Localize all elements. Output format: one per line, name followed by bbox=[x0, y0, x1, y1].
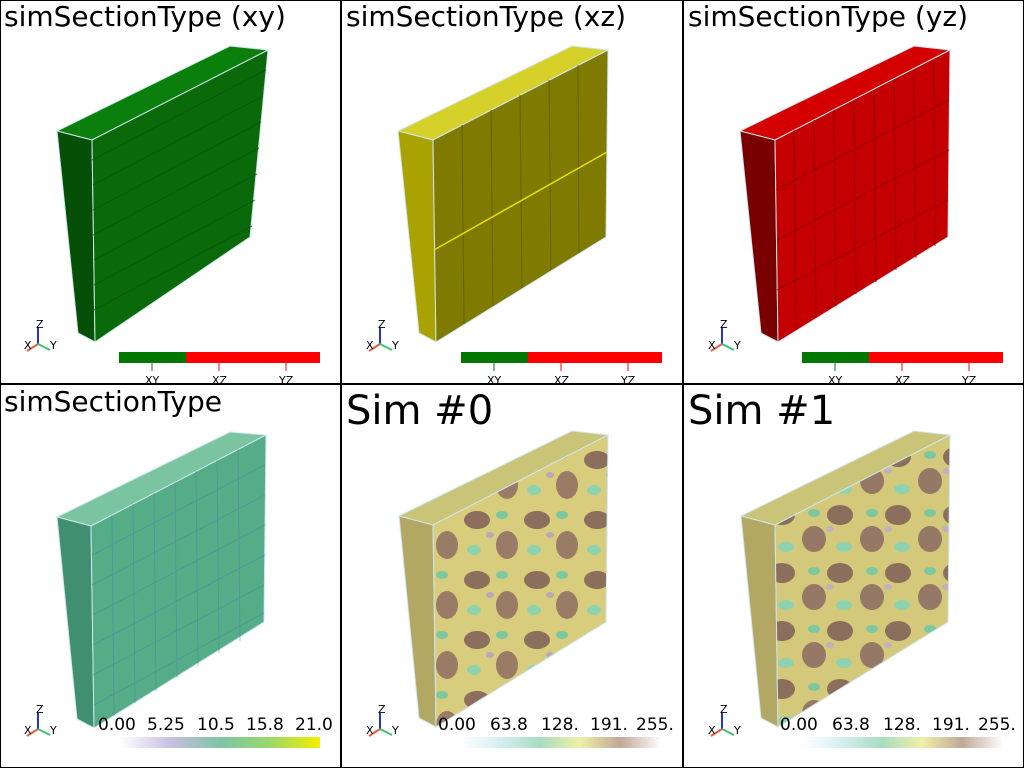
axis-x-label: X bbox=[366, 724, 374, 737]
axis-z-label: Z bbox=[378, 703, 386, 716]
viewport-sim-1[interactable]: Sim #1 Z X Y 0.00 63 bbox=[684, 385, 1024, 768]
axis-z-label: Z bbox=[720, 318, 728, 331]
viewport-sim-0[interactable]: Sim #0 Z X Y 0.00 63 bbox=[342, 385, 682, 768]
colorbar-label-xz: XZ bbox=[895, 374, 911, 383]
axis-z-label: Z bbox=[36, 703, 44, 716]
axis-z-label: Z bbox=[378, 318, 386, 331]
viewport-title: Sim #0 bbox=[346, 388, 494, 434]
axis-z-label: Z bbox=[720, 703, 728, 716]
continuous-colorbar bbox=[802, 737, 1002, 748]
colorbar-label-yz: YZ bbox=[962, 374, 977, 383]
colorbar-segment-xy bbox=[802, 352, 869, 363]
divider-horizontal bbox=[0, 383, 1024, 385]
axis-y-label: Y bbox=[392, 339, 399, 352]
axis-x-label: X bbox=[24, 724, 32, 737]
orientation-axes-icon bbox=[710, 328, 735, 352]
colorbar-tick-1: 5.25 bbox=[147, 715, 185, 735]
continuous-colorbar bbox=[460, 737, 660, 748]
colorbar-label-xy: XY bbox=[145, 374, 160, 383]
categorical-colorbar bbox=[119, 352, 320, 363]
block-render bbox=[396, 45, 610, 343]
categorical-colorbar bbox=[802, 352, 1003, 363]
colorbar-tick-4: 255. bbox=[978, 715, 1016, 735]
viewport-title: simSectionType (xy) bbox=[4, 0, 286, 33]
viewport-section-xz[interactable]: simSectionType (xz) Z X Y bbox=[342, 0, 682, 383]
colorbar-label-xy: XY bbox=[828, 374, 843, 383]
colorbar-segment-xy bbox=[119, 352, 186, 363]
viewport-title: Sim #1 bbox=[688, 388, 836, 434]
colorbar-label-yz: YZ bbox=[279, 374, 294, 383]
orientation-axes-icon bbox=[368, 713, 393, 737]
colorbar-label-xy: XY bbox=[487, 374, 502, 383]
axis-y-label: Y bbox=[392, 724, 399, 737]
colorbar-tick-2: 128. bbox=[883, 715, 921, 735]
block-render bbox=[55, 45, 270, 343]
colorbar-tick-2: 10.5 bbox=[197, 715, 235, 735]
viewport-title: simSectionType bbox=[4, 385, 222, 418]
axis-x-label: X bbox=[708, 724, 716, 737]
orientation-axes-icon bbox=[368, 328, 393, 352]
axis-x-label: X bbox=[366, 339, 374, 352]
colorbar-tick-3: 191. bbox=[590, 715, 628, 735]
viewport-section-yz[interactable]: simSectionType (yz) Z X Y bbox=[684, 0, 1024, 383]
axis-y-label: Y bbox=[50, 724, 57, 737]
colorbar-tick-2: 128. bbox=[541, 715, 579, 735]
colorbar-tick-1: 63.8 bbox=[490, 715, 528, 735]
block-render bbox=[739, 430, 952, 728]
orientation-axes-icon bbox=[26, 713, 51, 737]
colorbar-tick-0: 0.00 bbox=[780, 715, 818, 735]
block-render bbox=[397, 430, 610, 728]
viewport-section-xy[interactable]: simSectionType (xy) Z X Y bbox=[0, 0, 340, 383]
colorbar-tick-4: 255. bbox=[636, 715, 674, 735]
viewport-title: simSectionType (xz) bbox=[346, 0, 626, 33]
axis-x-label: X bbox=[24, 339, 32, 352]
orientation-axes-icon bbox=[26, 328, 51, 352]
colorbar-tick-0: 0.00 bbox=[438, 715, 476, 735]
colorbar-tick-1: 63.8 bbox=[832, 715, 870, 735]
block-render bbox=[738, 45, 952, 343]
axis-y-label: Y bbox=[50, 339, 57, 352]
block-render bbox=[55, 431, 268, 729]
colorbar-tick-4: 21.0 bbox=[295, 715, 333, 735]
orientation-axes-icon bbox=[710, 713, 735, 737]
categorical-colorbar bbox=[461, 352, 662, 363]
colorbar-tick-3: 15.8 bbox=[246, 715, 284, 735]
colorbar-segment-xz-yz bbox=[528, 352, 662, 363]
viewport-title: simSectionType (yz) bbox=[688, 0, 968, 33]
axis-y-label: Y bbox=[734, 339, 741, 352]
continuous-colorbar bbox=[120, 737, 320, 748]
colorbar-tick-0: 0.00 bbox=[98, 715, 136, 735]
colorbar-segment-xz-yz bbox=[869, 352, 1003, 363]
axis-z-label: Z bbox=[36, 318, 44, 331]
colorbar-tick-3: 191. bbox=[932, 715, 970, 735]
colorbar-segment-xy bbox=[461, 352, 528, 363]
colorbar-segment-xz-yz bbox=[186, 352, 320, 363]
colorbar-label-xz: XZ bbox=[212, 374, 228, 383]
colorbar-label-yz: YZ bbox=[621, 374, 636, 383]
axis-y-label: Y bbox=[734, 724, 741, 737]
axis-x-label: X bbox=[708, 339, 716, 352]
viewport-section-type[interactable]: simSectionType Z X Y 0.00 5.25 10.5 bbox=[0, 385, 340, 768]
colorbar-label-xz: XZ bbox=[554, 374, 570, 383]
